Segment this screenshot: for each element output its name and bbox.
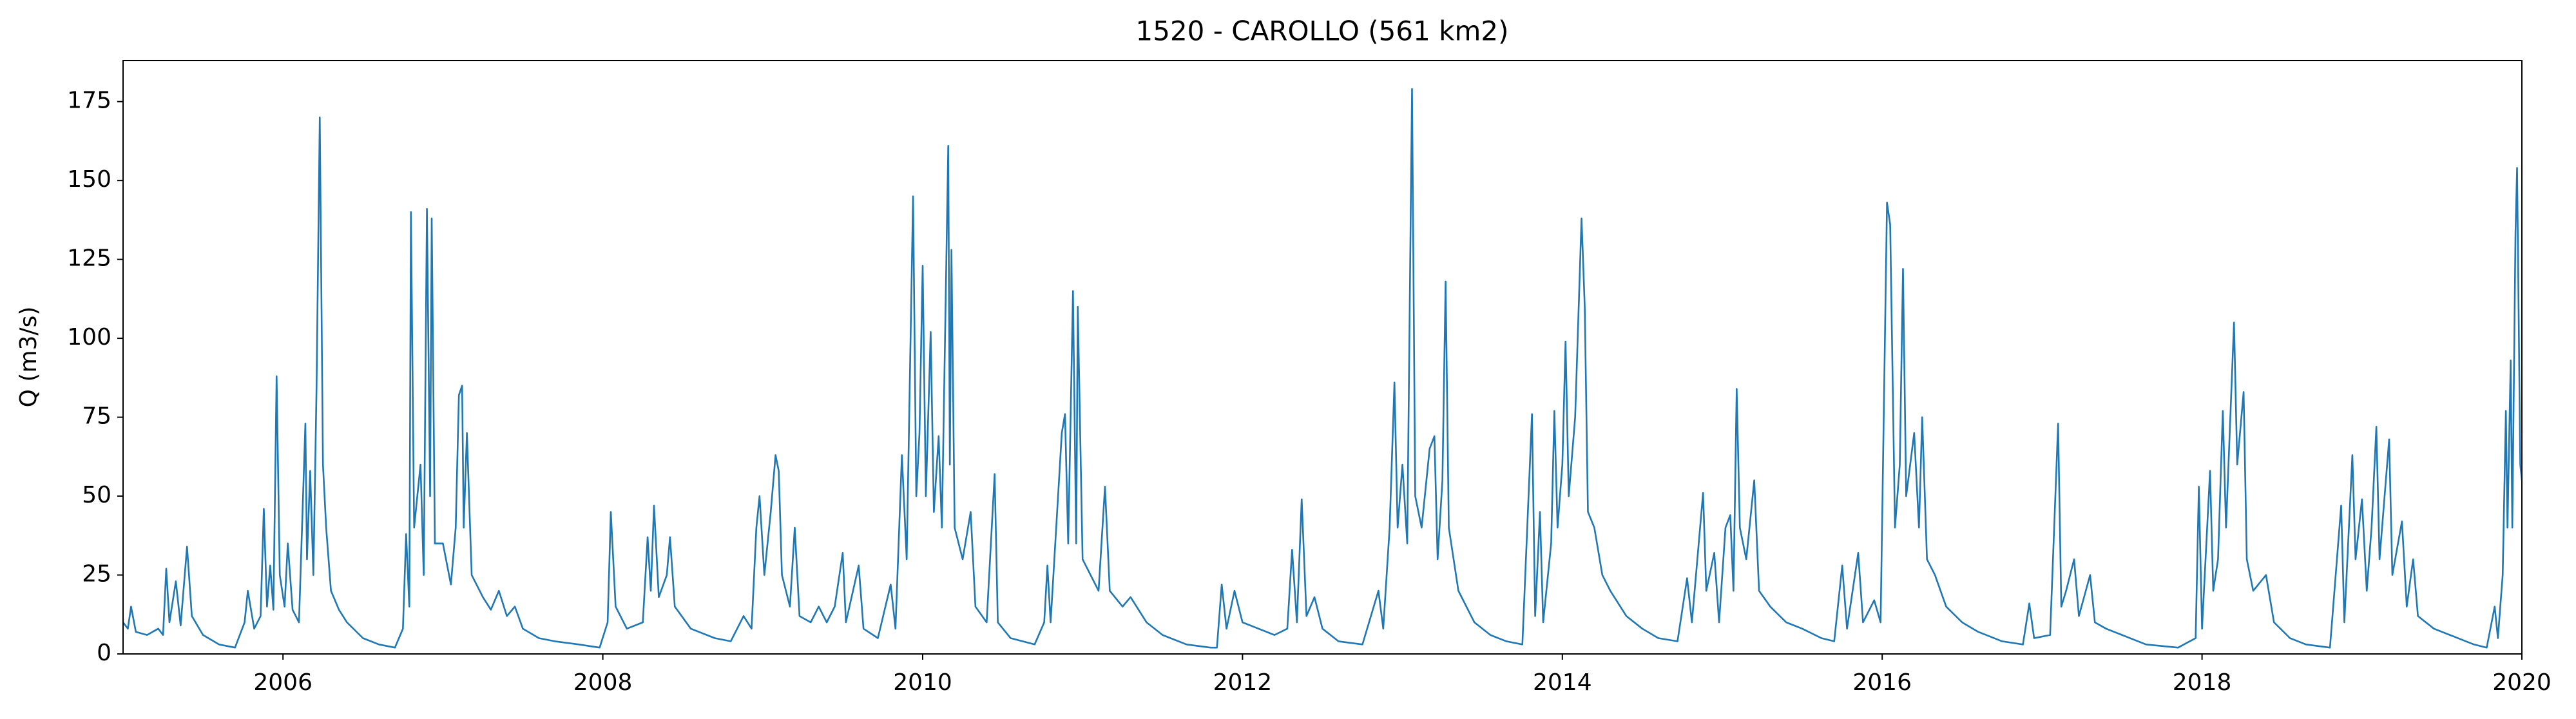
x-tick-label: 2006	[253, 669, 312, 696]
x-tick-label: 2008	[573, 669, 633, 696]
y-tick-label: 150	[67, 166, 111, 193]
chart-title: 1520 - CAROLLO (561 km2)	[1136, 15, 1509, 47]
x-tick-label: 2018	[2173, 669, 2232, 696]
x-tick-label: 2012	[1213, 669, 1273, 696]
y-tick-label: 100	[67, 324, 111, 350]
x-tick-label: 2014	[1533, 669, 1592, 696]
flow-line	[123, 88, 2522, 649]
plot-frame	[122, 60, 2523, 655]
x-tick-label: 2016	[1852, 669, 1912, 696]
y-axis-label: Q (m3/s)	[15, 307, 42, 408]
y-tick-label: 175	[67, 88, 111, 114]
y-tick-label: 75	[82, 403, 111, 430]
y-tick-label: 25	[82, 561, 111, 588]
y-tick-label: 0	[97, 640, 111, 666]
y-tick-label: 125	[67, 245, 111, 272]
x-tick-label: 2010	[893, 669, 952, 696]
x-tick-label: 2020	[2492, 669, 2552, 696]
y-tick-label: 50	[82, 482, 111, 508]
